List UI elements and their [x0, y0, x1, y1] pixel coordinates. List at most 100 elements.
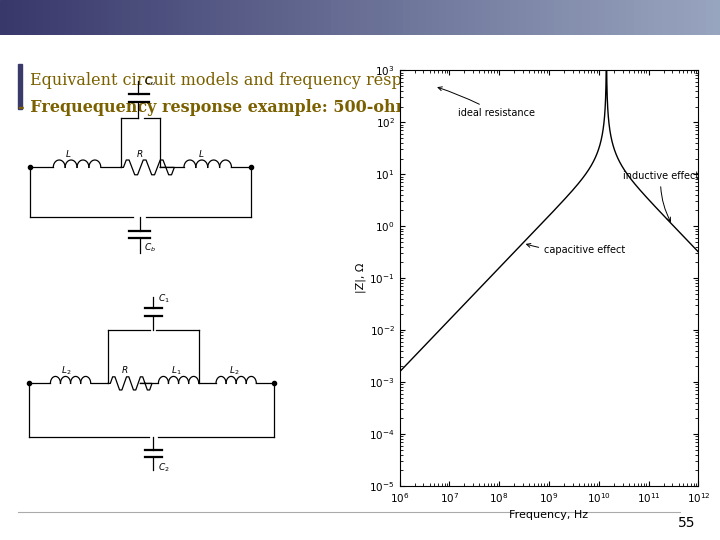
Bar	[461, 0, 468, 35]
Text: $L$: $L$	[198, 148, 204, 159]
Bar	[403, 0, 410, 35]
Bar	[94, 0, 101, 35]
Bar	[43, 0, 50, 35]
Bar	[497, 0, 504, 35]
Bar	[547, 0, 554, 35]
Bar	[7, 0, 14, 35]
Bar	[202, 0, 209, 35]
Bar	[612, 0, 619, 35]
Y-axis label: |Z|, Ω: |Z|, Ω	[356, 263, 366, 293]
Bar	[576, 0, 583, 35]
Text: $R$: $R$	[121, 364, 128, 375]
Bar	[374, 0, 382, 35]
Bar	[648, 0, 655, 35]
Bar	[706, 0, 713, 35]
Text: capacitive effect: capacitive effect	[526, 244, 626, 255]
Bar	[655, 0, 662, 35]
Bar	[14, 0, 22, 35]
Bar	[295, 0, 302, 35]
Bar	[439, 0, 446, 35]
Bar	[691, 0, 698, 35]
Bar	[223, 0, 230, 35]
Bar	[79, 0, 86, 35]
Bar	[490, 0, 497, 35]
Bar	[274, 0, 281, 35]
Bar	[533, 0, 540, 35]
Bar	[252, 0, 259, 35]
Bar	[130, 0, 137, 35]
Bar	[86, 0, 94, 35]
Bar	[540, 0, 547, 35]
Bar	[50, 0, 58, 35]
Bar	[598, 0, 605, 35]
Bar	[634, 0, 641, 35]
Bar	[677, 0, 684, 35]
Text: - Frequequency response example: 500-ohm thin-film resistor: - Frequequency response example: 500-ohm…	[18, 99, 572, 116]
Bar	[504, 0, 511, 35]
Bar	[230, 0, 238, 35]
Bar	[590, 0, 598, 35]
Text: inductive effect: inductive effect	[623, 171, 699, 221]
Bar	[108, 0, 115, 35]
Bar	[281, 0, 288, 35]
Bar	[166, 0, 173, 35]
X-axis label: Frequency, Hz: Frequency, Hz	[510, 510, 588, 520]
Bar	[425, 0, 432, 35]
Text: ideal resistance: ideal resistance	[438, 87, 535, 118]
Bar	[626, 0, 634, 35]
Text: $C_u$: $C_u$	[143, 76, 156, 88]
Bar	[29, 0, 36, 35]
Bar	[446, 0, 454, 35]
Bar	[396, 0, 403, 35]
Bar	[389, 0, 396, 35]
Bar	[641, 0, 648, 35]
Bar	[698, 0, 706, 35]
Bar	[468, 0, 475, 35]
Text: Equivalent circuit models and frequency response: Equivalent circuit models and frequency …	[30, 72, 439, 89]
Bar	[115, 0, 122, 35]
Bar	[684, 0, 691, 35]
Bar	[331, 0, 338, 35]
Bar	[475, 0, 482, 35]
Bar	[554, 0, 562, 35]
Bar	[310, 0, 317, 35]
Bar	[410, 0, 418, 35]
Bar	[22, 0, 29, 35]
Bar	[583, 0, 590, 35]
Bar	[158, 0, 166, 35]
Bar	[266, 0, 274, 35]
Bar	[137, 0, 144, 35]
Bar	[432, 0, 439, 35]
Bar	[302, 0, 310, 35]
Text: $C_b$: $C_b$	[143, 241, 156, 254]
Bar	[662, 0, 670, 35]
Bar	[151, 0, 158, 35]
Bar	[187, 0, 194, 35]
Text: $L_2$: $L_2$	[61, 364, 71, 376]
Bar	[238, 0, 245, 35]
Bar	[259, 0, 266, 35]
Bar	[72, 0, 79, 35]
Bar	[454, 0, 461, 35]
Bar	[317, 0, 324, 35]
Text: $R$: $R$	[136, 148, 144, 159]
Bar	[58, 0, 65, 35]
Bar	[144, 0, 151, 35]
Bar	[245, 0, 252, 35]
Text: $L_2$: $L_2$	[229, 364, 239, 376]
Bar	[180, 0, 187, 35]
Bar	[216, 0, 223, 35]
Bar	[209, 0, 216, 35]
Bar	[569, 0, 576, 35]
Bar	[562, 0, 569, 35]
Bar	[18, 64, 22, 109]
Bar	[324, 0, 331, 35]
Bar	[367, 0, 374, 35]
Text: $L_1$: $L_1$	[171, 364, 181, 376]
Bar	[670, 0, 677, 35]
Bar	[418, 0, 425, 35]
Text: $C_2$: $C_2$	[158, 461, 169, 474]
Bar	[0, 0, 7, 35]
Bar	[65, 0, 72, 35]
Bar	[288, 0, 295, 35]
